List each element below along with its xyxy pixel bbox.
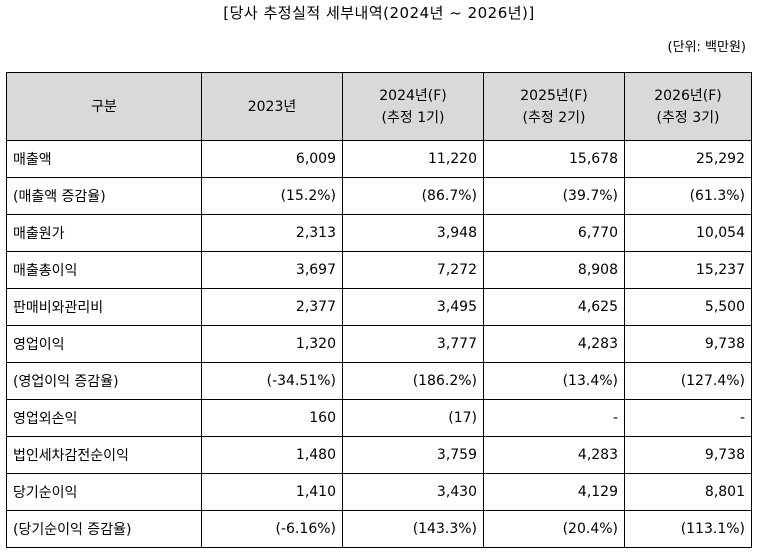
table-cell: 10,054 bbox=[624, 214, 752, 252]
table-cell: (20.4%) bbox=[483, 510, 625, 548]
table-cell: 5,500 bbox=[624, 288, 752, 326]
table-cell: 160 bbox=[201, 399, 343, 437]
table-cell: (13.4%) bbox=[483, 362, 625, 400]
table-cell: 8,801 bbox=[624, 473, 752, 511]
table-cell: 2,313 bbox=[201, 214, 343, 252]
table-cell: (-34.51%) bbox=[201, 362, 343, 400]
table-cell: 6,009 bbox=[201, 140, 343, 178]
header-2024: 2024년(F) (추정 1기) bbox=[342, 72, 484, 141]
table-cell: 9,738 bbox=[624, 436, 752, 474]
unit-note: (단위: 백만원) bbox=[667, 40, 746, 55]
table-cell: 4,625 bbox=[483, 288, 625, 326]
row-label: 판매비와관리비 bbox=[6, 288, 202, 326]
row-label: 매출총이익 bbox=[6, 251, 202, 289]
table-cell: (186.2%) bbox=[342, 362, 484, 400]
table-cell: 1,480 bbox=[201, 436, 343, 474]
table-cell: (143.3%) bbox=[342, 510, 484, 548]
table-cell: (86.7%) bbox=[342, 177, 484, 215]
earnings-estimate-table: 구분 2023년 2024년(F) (추정 1기) 2025년(F) (추정 2… bbox=[6, 72, 752, 548]
table-row: (당기순이익 증감율) (-6.16%) (143.3%) (20.4%) (113.1… bbox=[6, 510, 752, 548]
row-label: (당기순이익 증감율) bbox=[6, 510, 202, 548]
table-cell: 15,237 bbox=[624, 251, 752, 289]
header-2026: 2026년(F) (추정 3기) bbox=[624, 72, 752, 141]
table-cell: (113.1%) bbox=[624, 510, 752, 548]
header-2023: 2023년 bbox=[201, 72, 343, 141]
row-label: (매출액 증감율) bbox=[6, 177, 202, 215]
table-cell: 4,129 bbox=[483, 473, 625, 511]
table-cell: 7,272 bbox=[342, 251, 484, 289]
table-row: 영업이익 1,320 3,777 4,283 9,738 bbox=[6, 325, 752, 363]
table-cell: (39.7%) bbox=[483, 177, 625, 215]
table-cell: - bbox=[624, 399, 752, 437]
table-row: 매출액 6,009 11,220 15,678 25,292 bbox=[6, 140, 752, 178]
row-label: 당기순이익 bbox=[6, 473, 202, 511]
header-2025: 2025년(F) (추정 2기) bbox=[483, 72, 625, 141]
table-row: (매출액 증감율) (15.2%) (86.7%) (39.7%) (61.3%) bbox=[6, 177, 752, 215]
table-cell: (17) bbox=[342, 399, 484, 437]
row-label: 영업외손익 bbox=[6, 399, 202, 437]
row-label: 매출액 bbox=[6, 140, 202, 178]
table-cell: 3,495 bbox=[342, 288, 484, 326]
table-row: (영업이익 증감율) (-34.51%) (186.2%) (13.4%) (127.4… bbox=[6, 362, 752, 400]
table-cell: 15,678 bbox=[483, 140, 625, 178]
table-cell: 6,770 bbox=[483, 214, 625, 252]
table-cell: 3,430 bbox=[342, 473, 484, 511]
table-cell: 9,738 bbox=[624, 325, 752, 363]
table-cell: (127.4%) bbox=[624, 362, 752, 400]
table-cell: 4,283 bbox=[483, 325, 625, 363]
table-row: 매출원가 2,313 3,948 6,770 10,054 bbox=[6, 214, 752, 252]
table-row: 판매비와관리비 2,377 3,495 4,625 5,500 bbox=[6, 288, 752, 326]
table-row: 법인세차감전순이익 1,480 3,759 4,283 9,738 bbox=[6, 436, 752, 474]
table-cell: 3,759 bbox=[342, 436, 484, 474]
table-cell: 1,320 bbox=[201, 325, 343, 363]
table-cell: 3,777 bbox=[342, 325, 484, 363]
table-cell: 8,908 bbox=[483, 251, 625, 289]
table-cell: 3,697 bbox=[201, 251, 343, 289]
table-row: 매출총이익 3,697 7,272 8,908 15,237 bbox=[6, 251, 752, 289]
header-category: 구분 bbox=[6, 72, 202, 141]
row-label: (영업이익 증감율) bbox=[6, 362, 202, 400]
table-row: 당기순이익 1,410 3,430 4,129 8,801 bbox=[6, 473, 752, 511]
table-cell: (15.2%) bbox=[201, 177, 343, 215]
table-cell: (61.3%) bbox=[624, 177, 752, 215]
table-cell: 1,410 bbox=[201, 473, 343, 511]
table-cell: (-6.16%) bbox=[201, 510, 343, 548]
table-cell: 11,220 bbox=[342, 140, 484, 178]
table-cell: 3,948 bbox=[342, 214, 484, 252]
table-cell: - bbox=[483, 399, 625, 437]
row-label: 매출원가 bbox=[6, 214, 202, 252]
table-row: 영업외손익 160 (17) - - bbox=[6, 399, 752, 437]
table-cell: 2,377 bbox=[201, 288, 343, 326]
table-header-row: 구분 2023년 2024년(F) (추정 1기) 2025년(F) (추정 2… bbox=[6, 72, 752, 141]
row-label: 법인세차감전순이익 bbox=[6, 436, 202, 474]
table-title: [당사 추정실적 세부내역(2024년 ~ 2026년)] bbox=[223, 4, 535, 22]
table-cell: 25,292 bbox=[624, 140, 752, 178]
row-label: 영업이익 bbox=[6, 325, 202, 363]
table-cell: 4,283 bbox=[483, 436, 625, 474]
